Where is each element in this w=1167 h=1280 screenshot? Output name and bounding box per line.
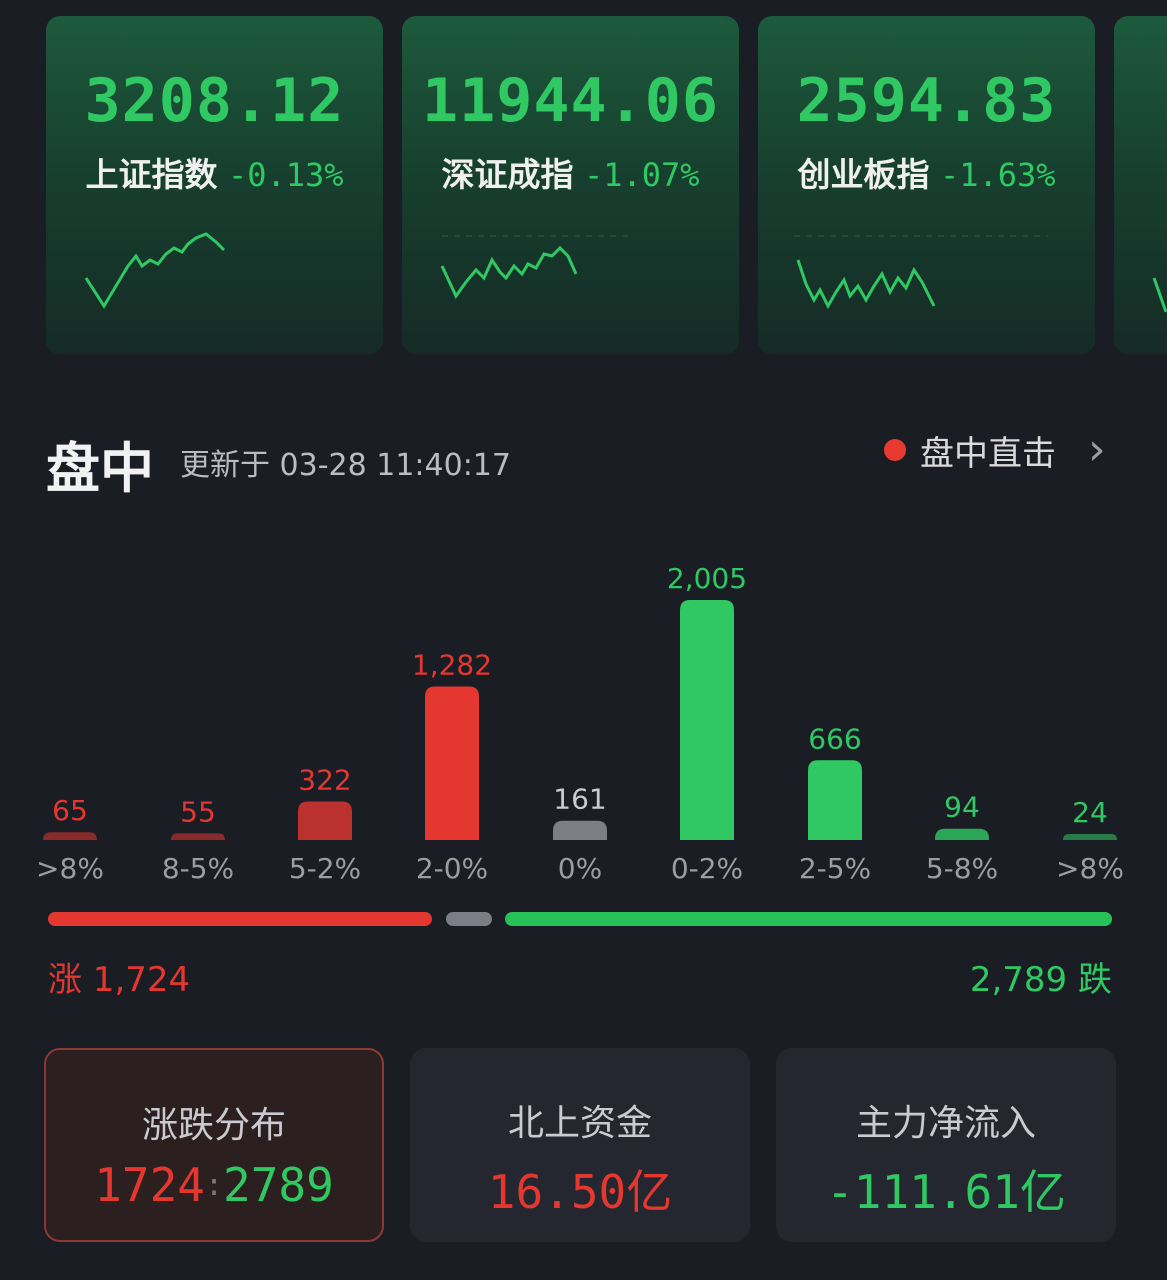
down-count-label: 2,789 跌 — [969, 960, 1112, 1000]
bar-value-label-8: 24 — [1072, 796, 1108, 829]
category-label-2: 5-2% — [289, 852, 361, 885]
ratio-bar-down — [505, 912, 1112, 926]
stat-title: 主力净流入 — [855, 1103, 1036, 1144]
live-label: 盘中直击 — [920, 434, 1056, 474]
live-link[interactable]: 盘中直击 — [884, 426, 1056, 475]
category-label-3: 2-0% — [416, 852, 488, 885]
index-name: 上证指数 — [85, 155, 218, 194]
index-sparkline — [84, 232, 226, 309]
category-label-5: 0-2% — [671, 852, 743, 885]
section-title: 盘中 — [46, 437, 154, 500]
distribution-chart: 65 >8% 55 8-5% 322 5-2% 1,282 2-0% 161 0% 2,005 0-2… — [36, 562, 1124, 885]
bar-value-label-0: 65 — [52, 794, 88, 827]
index-card-chinext[interactable]: 2594.83 创业板指 -1.63% — [758, 16, 1095, 354]
stat-separator: : — [204, 1168, 224, 1203]
bar-value-label-6: 666 — [808, 722, 861, 755]
category-label-6: 2-5% — [799, 852, 871, 885]
bar-value-label-2: 322 — [298, 763, 351, 796]
bar-5 — [680, 600, 734, 840]
live-dot-icon — [884, 439, 906, 461]
stat-northbound[interactable]: 北上资金 16.50亿 — [410, 1048, 750, 1242]
bar-4 — [553, 820, 607, 840]
bar-value-label-7: 94 — [944, 791, 980, 824]
stat-value: -111.61亿 — [826, 1165, 1066, 1219]
stat-down-value: 2789 — [223, 1158, 334, 1212]
bar-7 — [935, 828, 989, 840]
bar-value-label-3: 1,282 — [412, 649, 492, 682]
index-card-sse[interactable]: 3208.12 上证指数 -0.13% — [46, 16, 383, 354]
bar-value-label-1: 55 — [180, 795, 216, 828]
index-card-more[interactable] — [1114, 16, 1167, 354]
category-label-0: >8% — [36, 852, 104, 885]
stat-title: 涨跌分布 — [141, 1105, 286, 1146]
stat-title: 北上资金 — [507, 1103, 652, 1144]
index-name: 深证成指 — [441, 155, 574, 194]
chevron-right-icon[interactable]: › — [1088, 424, 1106, 475]
bar-6 — [808, 760, 862, 840]
bar-value-label-5: 2,005 — [667, 562, 747, 595]
stat-up-value: 1724 — [94, 1158, 205, 1212]
index-card-szse[interactable]: 11944.06 深证成指 -1.07% — [402, 16, 739, 354]
bar-8 — [1063, 834, 1117, 840]
index-cards: 3208.12 上证指数 -0.13% 11944.06 深证成指 -1.07%… — [0, 0, 1167, 360]
index-change: -1.63% — [939, 156, 1056, 194]
stat-value: 16.50亿 — [487, 1165, 673, 1219]
category-label-1: 8-5% — [162, 852, 234, 885]
index-value: 3208.12 — [84, 66, 345, 136]
bar-0 — [43, 832, 97, 840]
category-label-7: 5-8% — [926, 852, 998, 885]
index-sparkline — [440, 235, 632, 299]
index-change: -1.07% — [583, 156, 700, 194]
update-time: 更新于 03-28 11:40:17 — [180, 448, 511, 483]
index-change: -0.13% — [227, 156, 344, 194]
stat-main-inflow[interactable]: 主力净流入 -111.61亿 — [776, 1048, 1116, 1242]
index-value: 11944.06 — [422, 66, 719, 136]
up-count-label: 涨 1,724 — [48, 960, 191, 1000]
bar-value-label-4: 161 — [553, 783, 606, 816]
stat-distribution[interactable]: 涨跌分布 1724:2789 — [44, 1048, 384, 1242]
index-sparkline — [1152, 277, 1167, 313]
bar-1 — [171, 833, 225, 840]
bar-2 — [298, 801, 352, 840]
bar-3 — [425, 686, 479, 840]
index-value: 2594.83 — [796, 66, 1057, 136]
category-label-4: 0% — [558, 852, 602, 885]
category-label-8: >8% — [1056, 852, 1124, 885]
index-name: 创业板指 — [797, 155, 930, 194]
index-sparkline — [794, 235, 1048, 310]
ratio-bar-flat — [446, 912, 492, 926]
ratio-bar-up — [48, 912, 432, 926]
